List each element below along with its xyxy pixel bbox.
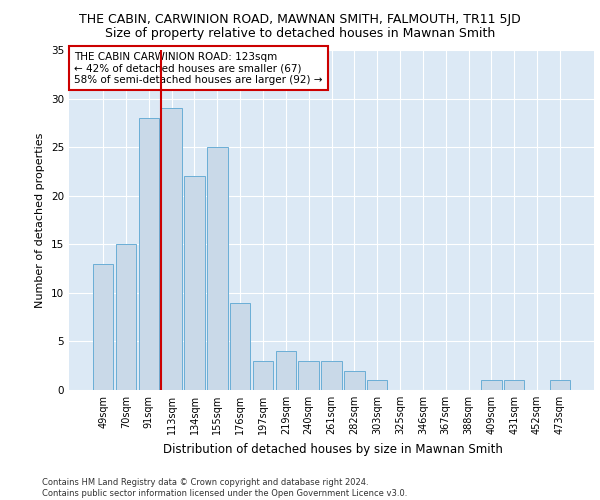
Text: THE CABIN CARWINION ROAD: 123sqm
← 42% of detached houses are smaller (67)
58% o: THE CABIN CARWINION ROAD: 123sqm ← 42% o… <box>74 52 323 85</box>
Bar <box>161 108 182 390</box>
Bar <box>184 176 205 390</box>
Text: Distribution of detached houses by size in Mawnan Smith: Distribution of detached houses by size … <box>163 442 503 456</box>
Bar <box>93 264 113 390</box>
Bar <box>207 147 227 390</box>
Bar <box>321 361 342 390</box>
Bar <box>504 380 524 390</box>
Y-axis label: Number of detached properties: Number of detached properties <box>35 132 46 308</box>
Bar <box>298 361 319 390</box>
Bar <box>481 380 502 390</box>
Bar <box>253 361 273 390</box>
Bar <box>367 380 388 390</box>
Text: Contains HM Land Registry data © Crown copyright and database right 2024.
Contai: Contains HM Land Registry data © Crown c… <box>42 478 407 498</box>
Bar <box>139 118 159 390</box>
Bar <box>275 351 296 390</box>
Bar <box>550 380 570 390</box>
Text: Size of property relative to detached houses in Mawnan Smith: Size of property relative to detached ho… <box>105 28 495 40</box>
Text: THE CABIN, CARWINION ROAD, MAWNAN SMITH, FALMOUTH, TR11 5JD: THE CABIN, CARWINION ROAD, MAWNAN SMITH,… <box>79 12 521 26</box>
Bar <box>116 244 136 390</box>
Bar <box>230 302 250 390</box>
Bar <box>344 370 365 390</box>
